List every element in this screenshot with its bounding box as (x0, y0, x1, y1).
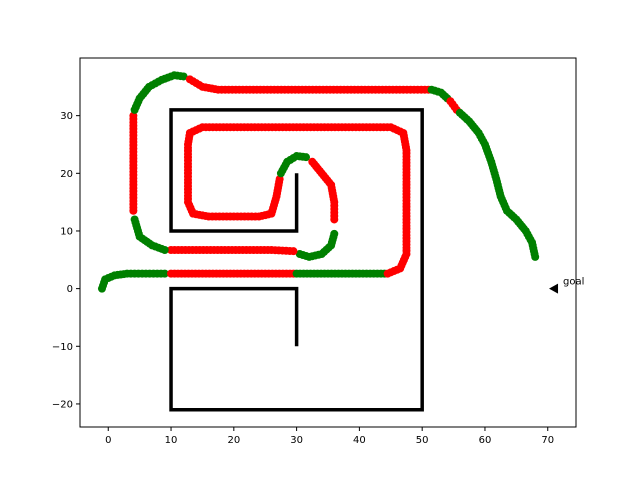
path-point-safe (295, 250, 304, 259)
wall-line-0 (169, 108, 424, 412)
x-tick-label: 50 (416, 435, 429, 446)
walls-layer (169, 108, 424, 412)
x-tick-label: 0 (105, 435, 111, 446)
x-tick-label: 70 (541, 435, 554, 446)
goal-marker-group: goal (549, 277, 584, 294)
y-tick-label: 10 (60, 226, 73, 237)
y-tick-label: 30 (60, 111, 73, 122)
path-point-safe (531, 252, 540, 261)
path-point-collision (330, 215, 339, 224)
y-tick-label: −20 (52, 399, 73, 410)
path-point-safe (160, 269, 169, 278)
y-tick-label: 20 (60, 169, 73, 180)
x-axis-ticks: 0 10 20 30 40 50 60 70 (105, 427, 554, 446)
y-axis-ticks: −20 −10 0 10 20 30 (52, 111, 80, 410)
path-point-safe (179, 72, 188, 81)
path-point-safe (302, 153, 311, 162)
x-tick-label: 20 (227, 435, 240, 446)
goal-label: goal (563, 277, 584, 288)
trajectory-path (97, 71, 540, 293)
x-tick-label: 40 (353, 435, 366, 446)
path-point-collision (167, 246, 176, 254)
axes-frame (79, 57, 577, 428)
x-tick-label: 30 (290, 435, 303, 446)
x-tick-label: 10 (165, 435, 178, 446)
goal-marker (549, 283, 559, 294)
path-point-safe (130, 215, 139, 224)
x-tick-label: 60 (479, 435, 492, 446)
y-tick-label: 0 (67, 284, 73, 295)
y-tick-label: −10 (52, 342, 73, 353)
